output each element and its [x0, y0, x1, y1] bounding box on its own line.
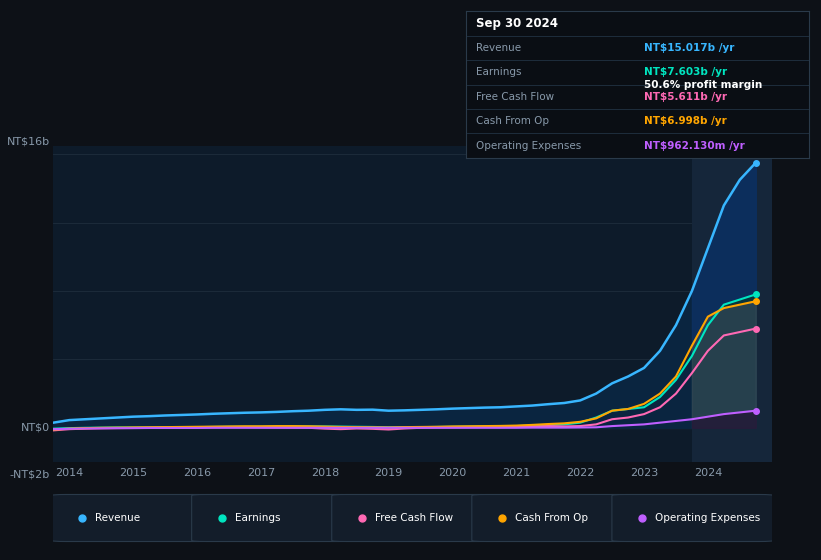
Text: Revenue: Revenue — [94, 513, 140, 523]
Text: Free Cash Flow: Free Cash Flow — [375, 513, 453, 523]
Text: Sep 30 2024: Sep 30 2024 — [476, 17, 557, 30]
Text: -NT$2b: -NT$2b — [10, 470, 50, 480]
Text: Cash From Op: Cash From Op — [515, 513, 588, 523]
Text: Operating Expenses: Operating Expenses — [655, 513, 760, 523]
Text: Earnings: Earnings — [476, 67, 521, 77]
FancyBboxPatch shape — [472, 494, 634, 542]
Text: Cash From Op: Cash From Op — [476, 116, 548, 126]
FancyBboxPatch shape — [612, 494, 773, 542]
Text: Earnings: Earnings — [235, 513, 280, 523]
Text: NT$15.017b /yr: NT$15.017b /yr — [644, 43, 734, 53]
Text: Free Cash Flow: Free Cash Flow — [476, 92, 554, 102]
Text: Operating Expenses: Operating Expenses — [476, 141, 581, 151]
Bar — [692, 146, 772, 462]
Text: NT$6.998b /yr: NT$6.998b /yr — [644, 116, 727, 126]
Text: NT$5.611b /yr: NT$5.611b /yr — [644, 92, 727, 102]
Text: NT$962.130m /yr: NT$962.130m /yr — [644, 141, 745, 151]
Text: 50.6% profit margin: 50.6% profit margin — [644, 80, 762, 90]
Text: NT$16b: NT$16b — [7, 137, 50, 147]
FancyBboxPatch shape — [332, 494, 493, 542]
Text: NT$0: NT$0 — [21, 423, 50, 433]
FancyBboxPatch shape — [191, 494, 353, 542]
FancyBboxPatch shape — [52, 494, 213, 542]
Text: Revenue: Revenue — [476, 43, 521, 53]
Text: NT$7.603b /yr: NT$7.603b /yr — [644, 67, 727, 77]
